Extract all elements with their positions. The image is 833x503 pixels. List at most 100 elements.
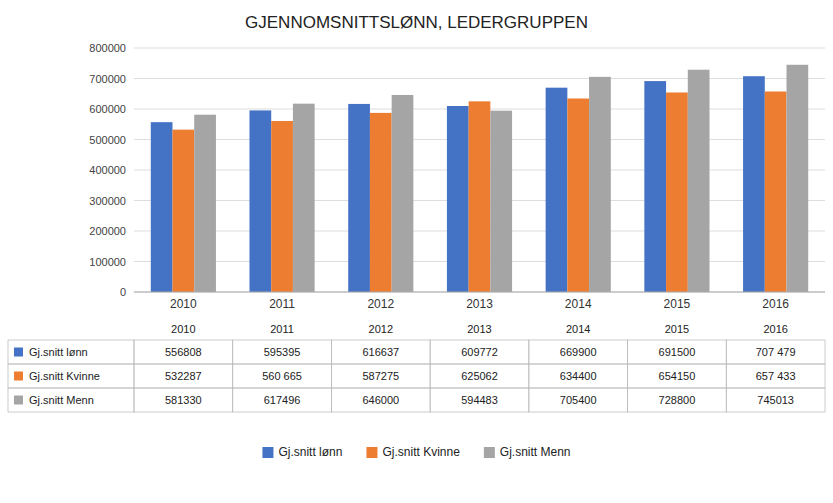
data-table: 2010201120122013201420152016Gj.snitt løn… — [8, 323, 825, 412]
table-value: 581330 — [165, 394, 202, 406]
table-cell — [628, 364, 727, 388]
y-tick-label: 100000 — [89, 256, 126, 268]
grid-line — [134, 78, 825, 79]
title: GJENNOMSNITTSLØNN, LEDERGRUPPEN — [245, 13, 588, 32]
table-cell — [726, 388, 825, 412]
y-tick-label: 200000 — [89, 225, 126, 237]
legend-swatch — [262, 447, 273, 458]
bar — [194, 115, 216, 292]
table-value: 745013 — [757, 394, 794, 406]
table-header: 2012 — [369, 323, 393, 335]
legend-label: Gj.snitt Kvinne — [382, 445, 460, 459]
table-value: 595395 — [264, 346, 301, 358]
grid-line — [134, 48, 825, 49]
table-swatch — [14, 396, 23, 405]
x-tick-label: 2012 — [367, 297, 394, 311]
table-value: 532287 — [165, 370, 202, 382]
table-header: 2015 — [665, 323, 689, 335]
bar — [151, 122, 173, 292]
bar — [589, 77, 611, 292]
x-tick-label: 2010 — [170, 297, 197, 311]
table-cell — [8, 388, 134, 412]
table-cell — [331, 364, 430, 388]
table-cell — [8, 364, 134, 388]
table-cell — [233, 340, 332, 364]
grid-line — [134, 292, 825, 293]
bar — [271, 121, 293, 292]
table-cell — [233, 364, 332, 388]
bar — [666, 92, 688, 292]
table-row-label: Gj.snitt Menn — [29, 394, 94, 406]
x-tick-label: 2011 — [269, 297, 295, 311]
bar — [249, 110, 271, 292]
table-cell — [726, 340, 825, 364]
table-cell — [233, 388, 332, 412]
y-tick-label: 700000 — [89, 73, 126, 85]
chart: GJENNOMSNITTSLØNN, LEDERGRUPPEN 0 100000 20… — [0, 0, 833, 503]
table-swatch — [14, 372, 23, 381]
bar — [546, 88, 568, 292]
bar — [787, 65, 809, 292]
table-value: 625062 — [461, 370, 498, 382]
legend-swatch — [484, 447, 495, 458]
table-cell — [331, 340, 430, 364]
bar — [567, 99, 589, 292]
bar — [644, 81, 666, 292]
table-cell — [430, 388, 529, 412]
y-tick-label: 400000 — [89, 164, 126, 176]
bar — [490, 111, 512, 292]
table-row-label: Gj.snitt lønn — [29, 346, 88, 358]
legend: Gj.snitt lønn Gj.snitt Kvinne Gj.snitt Men… — [262, 445, 570, 459]
table-cell — [134, 340, 233, 364]
x-axis-line — [134, 292, 825, 293]
table-cell — [628, 388, 727, 412]
table-value: 616637 — [362, 346, 399, 358]
x-tick-label: 2014 — [565, 297, 592, 311]
table-value: 556808 — [165, 346, 202, 358]
x-tick-label: 2016 — [762, 297, 789, 311]
bar — [392, 95, 414, 292]
legend-swatch — [366, 447, 377, 458]
y-tick-label: 800000 — [89, 42, 126, 54]
table-value: 669900 — [560, 346, 597, 358]
table-header: 2013 — [467, 323, 491, 335]
table-value: 691500 — [659, 346, 696, 358]
table-cell — [134, 388, 233, 412]
bar — [293, 104, 315, 292]
legend-label: Gj.snitt lønn — [278, 445, 342, 459]
table-value: 728800 — [659, 394, 696, 406]
table-header: 2010 — [171, 323, 195, 335]
table-cell — [628, 340, 727, 364]
table-value: 609772 — [461, 346, 498, 358]
table-cell — [134, 364, 233, 388]
table-value: 587275 — [362, 370, 399, 382]
table-header: 2016 — [763, 323, 787, 335]
table-cell — [430, 340, 529, 364]
table-cell — [331, 388, 430, 412]
bar — [447, 106, 469, 292]
y-tick-label: 500000 — [89, 134, 126, 146]
y-tick-label: 300000 — [89, 195, 126, 207]
x-tick-label: 2013 — [466, 297, 493, 311]
table-row-label: Gj.snitt Kvinne — [29, 370, 100, 382]
table-value: 560 665 — [262, 370, 302, 382]
x-tick-label: 2015 — [664, 297, 691, 311]
table-swatch — [14, 348, 23, 357]
table-cell — [529, 340, 628, 364]
table-cell — [8, 340, 134, 364]
bars — [151, 65, 808, 292]
table-value: 617496 — [264, 394, 301, 406]
legend-label: Gj.snitt Menn — [500, 445, 571, 459]
table-value: 646000 — [362, 394, 399, 406]
table-value: 657 433 — [756, 370, 796, 382]
table-header: 2011 — [270, 323, 294, 335]
y-tick-label: 600000 — [89, 103, 126, 115]
table-cell — [430, 364, 529, 388]
bar — [172, 130, 194, 292]
bar — [765, 91, 787, 292]
table-value: 594483 — [461, 394, 498, 406]
y-tick-label: 0 — [120, 286, 126, 298]
bar — [743, 76, 765, 292]
table-cell — [529, 364, 628, 388]
table-cell — [529, 388, 628, 412]
